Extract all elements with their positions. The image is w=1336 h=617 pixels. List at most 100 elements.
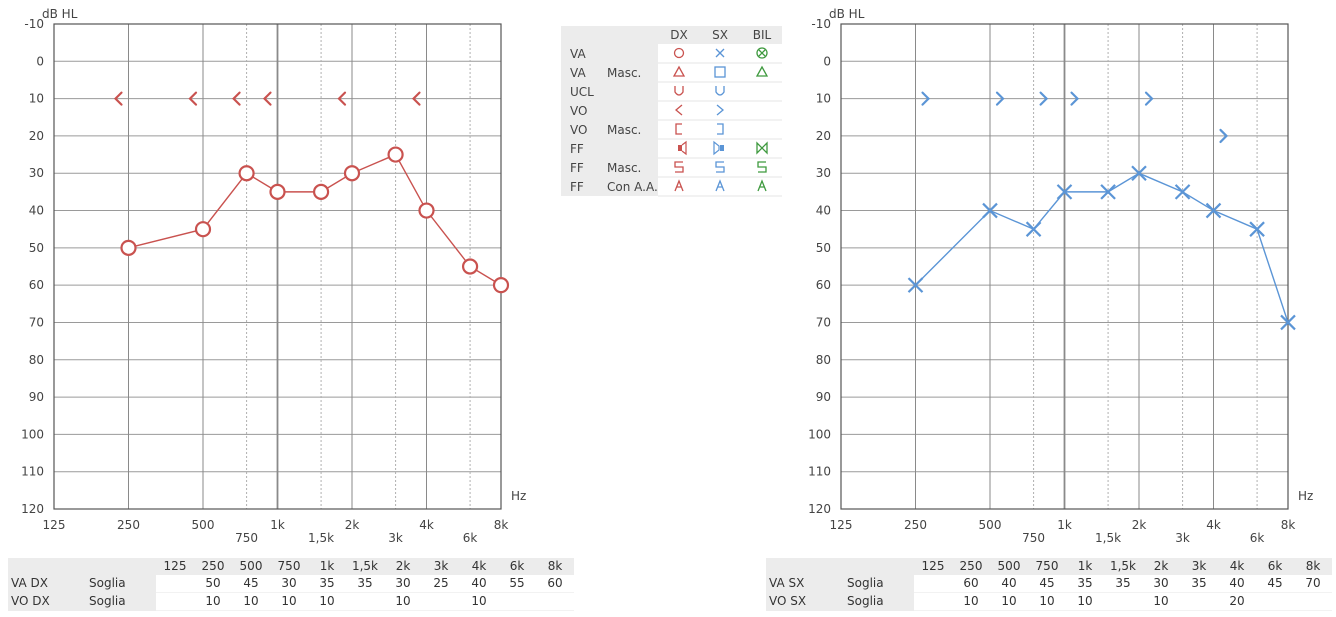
- table-header-cell: 8k: [536, 558, 574, 575]
- legend-symbol: [674, 104, 683, 116]
- x-tick-label: 3k: [388, 531, 403, 545]
- x-tick-label: 4k: [1206, 518, 1221, 532]
- table-header-cell: 2k: [384, 558, 422, 575]
- y-tick-label: 10: [29, 92, 44, 106]
- threshold-cell: [914, 592, 952, 611]
- legend-symbol: [757, 161, 767, 173]
- threshold-cell: 40: [990, 575, 1028, 593]
- threshold-cell: 10: [1028, 592, 1066, 611]
- plot-frame: [840, 23, 1289, 510]
- bone-threshold-point: [411, 91, 421, 106]
- air-threshold-point: [1249, 221, 1265, 237]
- x-tick-label: 1k: [270, 518, 285, 532]
- threshold-cell: 35: [1180, 575, 1218, 593]
- y-tick-label: 20: [29, 129, 44, 143]
- air-threshold-point: [1131, 165, 1147, 182]
- bone-threshold-point: [921, 91, 931, 106]
- row-sublabel: Soglia: [844, 575, 914, 593]
- x-tick-label: 500: [979, 518, 1002, 532]
- x-tick-label: 250: [904, 518, 927, 532]
- table-header-cell: 8k: [1294, 558, 1332, 575]
- row-label: VA SX: [766, 575, 844, 593]
- threshold-cell: 10: [384, 592, 422, 611]
- threshold-cell: 55: [498, 575, 536, 593]
- table-header-cell: 2k: [1142, 558, 1180, 575]
- y-tick-label: 90: [816, 390, 831, 404]
- audiogram-right-ear: -10 0 10 20 30 40 50 60 70 80 90 100 110 120 125 250 500…: [21, 7, 526, 545]
- air-threshold-point: [312, 183, 330, 200]
- air-threshold-point: [120, 239, 137, 256]
- row-label: VO SX: [766, 592, 844, 611]
- x-axis-label: Hz: [1298, 489, 1313, 503]
- table-header-cell: 4k: [460, 558, 498, 575]
- threshold-cell: 45: [232, 575, 270, 593]
- table-header-cell: 1,5k: [1104, 558, 1142, 575]
- table-row: VA SX Soglia 60 40 45 35 35 30 35 40 45 70: [766, 575, 1332, 593]
- table-header-cell: 250: [194, 558, 232, 575]
- air-threshold-point: [418, 202, 435, 219]
- threshold-cell: [498, 592, 536, 611]
- legend-row-label: VO: [570, 123, 587, 137]
- legend-symbol: [715, 48, 725, 58]
- table-header-cell: 3k: [1180, 558, 1218, 575]
- y-tick-label: 100: [21, 427, 44, 441]
- x-tick-label: 250: [117, 518, 140, 532]
- y-tick-label: 110: [21, 465, 44, 479]
- bone-threshold-point: [188, 91, 198, 106]
- y-tick-label: 50: [816, 241, 831, 255]
- legend-row-label: VA: [570, 47, 586, 61]
- threshold-cell: 45: [1256, 575, 1294, 593]
- threshold-cell: [1256, 592, 1294, 611]
- table-header-cell: 750: [270, 558, 308, 575]
- legend-col-dx: DX: [670, 28, 687, 42]
- y-tick-label: 110: [808, 465, 831, 479]
- legend-symbol: [756, 141, 768, 155]
- y-tick-label: 80: [29, 353, 44, 367]
- x-tick-label: 6k: [1250, 531, 1265, 545]
- bone-threshold-point: [232, 91, 241, 106]
- threshold-cell: 45: [1028, 575, 1066, 593]
- y-tick-label: 100: [808, 427, 831, 441]
- x-tick-label: 6k: [463, 531, 478, 545]
- table-header-cell: 4k: [1218, 558, 1256, 575]
- table-header-cell: 6k: [1256, 558, 1294, 575]
- legend-row-label: FF: [570, 142, 584, 156]
- bone-threshold-point: [1070, 91, 1080, 106]
- y-tick-label: 60: [29, 278, 44, 292]
- table-row: VO DX Soglia 10 10 10 10 10 10: [8, 592, 574, 611]
- air-threshold-point: [238, 165, 255, 182]
- threshold-cell: [1294, 592, 1332, 611]
- bone-threshold-point: [1144, 91, 1154, 106]
- legend-symbol: [714, 66, 726, 78]
- table-header-cell: 1k: [308, 558, 346, 575]
- x-tick-label: 1k: [1057, 518, 1072, 532]
- row-label: VO DX: [8, 592, 86, 611]
- y-tick-label: 70: [29, 315, 44, 329]
- threshold-cell: 70: [1294, 575, 1332, 593]
- threshold-cell: 30: [1142, 575, 1180, 593]
- air-threshold-point: [982, 202, 998, 219]
- threshold-cell: 60: [536, 575, 574, 593]
- threshold-cell: [346, 592, 384, 611]
- legend-col-bil: BIL: [753, 28, 772, 42]
- air-conduction-line: [128, 153, 502, 286]
- legend-symbol: [715, 86, 725, 96]
- air-threshold-point: [1280, 314, 1296, 331]
- y-tick-label: 30: [29, 166, 44, 180]
- threshold-cell: 10: [270, 592, 308, 611]
- legend-row-label: VO: [570, 104, 587, 118]
- threshold-cell: [1104, 592, 1142, 611]
- x-tick-label: 500: [192, 518, 215, 532]
- threshold-cell: 35: [308, 575, 346, 593]
- table-header-cell: 125: [156, 558, 194, 575]
- threshold-cell: 30: [384, 575, 422, 593]
- bone-threshold-point: [1039, 91, 1049, 106]
- x-tick-label: 3k: [1175, 531, 1190, 545]
- threshold-cell: 10: [308, 592, 346, 611]
- threshold-cell: 40: [460, 575, 498, 593]
- legend-row-label: FF: [570, 180, 584, 194]
- legend-row-sublabel: Masc.: [607, 161, 641, 175]
- x-tick-label: 8k: [1281, 518, 1296, 532]
- legend-symbol: [678, 140, 687, 156]
